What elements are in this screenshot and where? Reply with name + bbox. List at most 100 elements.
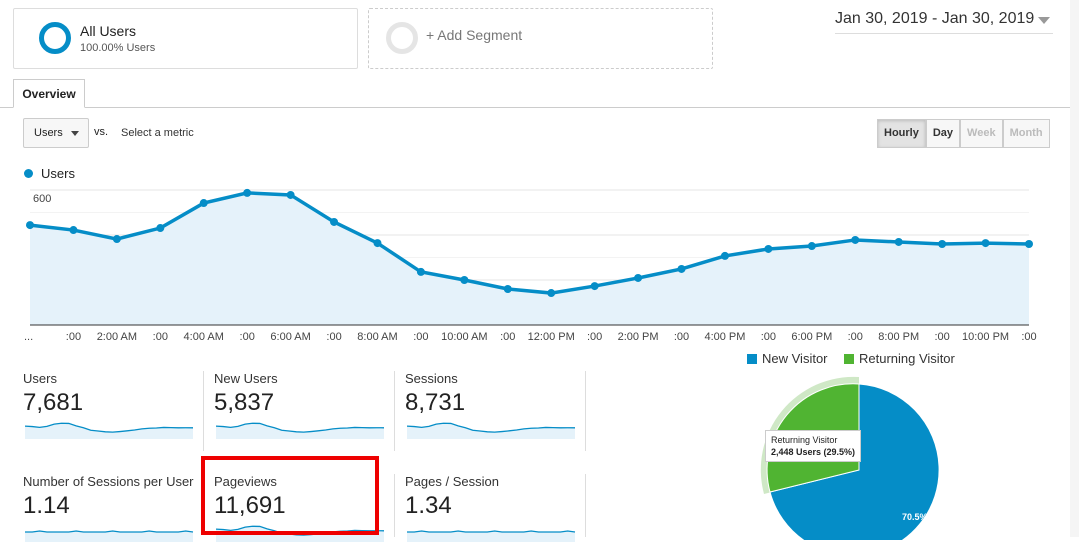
tile-label: Pageviews [214,474,277,489]
y-tick-label: 600 [33,193,51,205]
tile-value: 5,837 [214,389,275,416]
pie-legend-new[interactable]: New Visitor [747,351,828,366]
metric-select-label: Users [34,127,63,139]
data-point [330,217,339,226]
date-range-label: Jan 30, 2019 - Jan 30, 2019 [835,10,1035,27]
x-tick-label: :00 [153,331,168,343]
x-tick-label: :00 [674,331,689,343]
pie-label-new: 70.5% [902,512,928,522]
select-metric-link[interactable]: Select a metric [121,127,194,139]
x-tick-label: 10:00 PM [962,331,1009,343]
data-point [590,282,599,291]
legend-swatch-icon [747,353,757,364]
day-button[interactable]: Day [925,119,961,148]
tile-new-users[interactable]: New Users 5,837 [214,371,394,451]
metric-select[interactable]: Users [23,118,89,148]
tile-value: 11,691 [214,492,286,519]
users-line-chart: 200400600...:002:00 AM:004:00 AM:006:00 … [24,188,1037,343]
tile-users[interactable]: Users 7,681 [23,371,203,451]
legend-label: Users [41,166,75,181]
tooltip-title: Returning Visitor [771,435,838,445]
tab-divider [0,107,1079,108]
sparkline-line [407,530,576,533]
segment-all-users[interactable]: All Users 100.00% Users [13,8,358,69]
x-tick-label: 10:00 AM [441,331,487,343]
hourly-button[interactable]: Hourly [877,119,926,148]
data-point [677,264,686,273]
tile-label: New Users [214,371,278,386]
data-point [373,239,382,248]
tile-sessions[interactable]: Sessions 8,731 [405,371,585,451]
x-tick-label: 12:00 PM [528,331,575,343]
area-fill [30,192,1029,325]
x-tick-label: 8:00 PM [878,331,919,343]
sparkline-fill [216,423,384,439]
legend-swatch-icon [844,353,854,364]
data-point [634,273,643,282]
data-point [851,235,860,244]
tile-pages-per-session[interactable]: Pages / Session 1.34 [405,474,585,554]
data-point [112,235,121,244]
x-tick-label: :00 [66,331,81,343]
data-point [243,188,252,197]
x-tick-label: :00 [500,331,515,343]
add-segment-button[interactable]: + Add Segment [368,8,713,69]
date-range-picker[interactable]: Jan 30, 2019 - Jan 30, 2019 [835,10,1053,34]
series-line [29,191,1030,295]
pie-slice-new[interactable] [769,383,940,540]
divider [585,474,586,537]
sparkline-line [25,422,194,433]
tile-sessions-per-user[interactable]: Number of Sessions per User 1.14 [23,474,203,554]
data-point [69,226,78,235]
data-point [894,237,903,246]
data-point [720,251,729,260]
segment-title: All Users [80,23,137,39]
data-point [938,240,947,248]
data-point [1025,240,1033,248]
pie-legend-returning[interactable]: Returning Visitor [844,351,955,366]
data-point [764,244,773,253]
divider [394,371,395,451]
tile-value: 1.14 [23,492,70,519]
tile-label: Sessions [405,371,458,386]
divider [585,371,586,451]
x-tick-label: 4:00 PM [704,331,745,343]
tooltip-value: 2,448 Users (29.5%) [771,447,856,457]
tile-value: 8,731 [405,389,466,416]
x-tick-label: :00 [848,331,863,343]
x-tick-label: 2:00 PM [618,331,659,343]
divider [394,474,395,537]
data-point [286,190,295,199]
vs-label: vs. [94,126,109,138]
add-segment-label: + Add Segment [426,27,523,43]
x-tick-label: 6:00 PM [791,331,832,343]
chevron-down-icon [71,131,79,140]
pie-tooltip: Returning Visitor 2,448 Users (29.5%) [765,430,862,462]
sparkline [407,530,576,542]
sparkline-fill [25,423,193,439]
x-tick-label: 2:00 AM [97,331,137,343]
tile-label: Number of Sessions per User [23,474,194,489]
sparkline-fill [407,423,575,439]
sparkline [407,422,576,439]
tile-value: 7,681 [23,389,84,416]
segment-subtitle: 100.00% Users [80,42,156,54]
month-button[interactable]: Month [1002,119,1050,148]
sparkline [216,422,385,439]
data-point [26,221,34,230]
tile-value: 1.34 [405,492,452,519]
week-button[interactable]: Week [960,119,1003,148]
x-tick-label: :00 [761,331,776,343]
data-point [503,285,512,293]
sparkline-line [25,530,194,533]
x-tick-label: :00 [326,331,341,343]
segment-ring-icon [386,22,418,54]
legend-dot-icon [24,169,33,178]
legend-label: Returning Visitor [859,351,955,366]
data-point [199,199,208,208]
scrollbar[interactable] [1070,0,1079,537]
tile-label: Pages / Session [405,474,499,489]
x-tick-label: :00 [1021,331,1036,343]
x-tick-label: 4:00 AM [184,331,224,343]
tab-overview[interactable]: Overview [13,79,85,108]
